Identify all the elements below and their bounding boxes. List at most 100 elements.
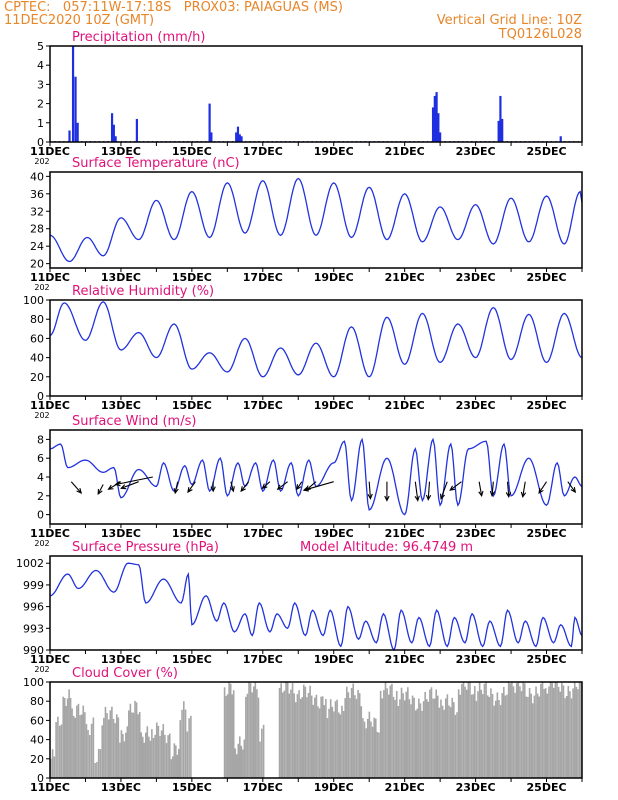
wind-y-tick-label: 8 — [37, 433, 44, 446]
temp-frame — [49, 171, 583, 269]
wind-vector-arrow — [277, 481, 288, 490]
cloud-cover-bar — [261, 728, 263, 778]
cloud-cover-bar — [394, 699, 396, 778]
cloud-cover-bar — [94, 763, 96, 778]
cloud-cover-bar — [339, 714, 342, 778]
cloud-cover-bar — [344, 698, 346, 778]
rh-year-label: 202 — [34, 411, 49, 420]
wind-vector-arrow — [174, 481, 179, 494]
rh-series-line — [49, 301, 583, 378]
wind-vector-arrowhead — [414, 495, 420, 502]
cloud-cover-bar — [506, 694, 508, 778]
cloud-cover-bar — [173, 743, 176, 778]
cloud-cover-bar — [528, 688, 531, 778]
cloud-cover-bar — [87, 730, 89, 778]
cloud-cover-bar — [370, 721, 372, 778]
cloud-cover-bar — [527, 696, 529, 778]
precip-bar — [112, 124, 115, 142]
cloud-cover-bar — [299, 698, 302, 778]
cloud-cover-bar — [307, 692, 310, 778]
wind-vector-arrowhead — [489, 490, 496, 498]
press-y-tick-label: 1002 — [16, 557, 44, 570]
cloud-cover-bar — [446, 694, 449, 778]
cloud-cover-bar — [122, 734, 124, 778]
cloud-cover-bar — [286, 682, 289, 778]
temp-panel: Surface Temperature (nC) 20 24 28 32 36 40 11DE… — [30, 156, 583, 292]
cloud-cover-bar — [501, 693, 503, 778]
rh-frame — [49, 299, 583, 397]
wind-x-tick-label: 19DEC — [314, 527, 354, 540]
precip-bar — [497, 120, 500, 142]
cloud-cover-bar — [176, 754, 179, 778]
cloud-cover-bar — [503, 686, 505, 778]
cloud-cover-bar — [296, 694, 299, 778]
cloud-cover-bar — [242, 749, 244, 778]
cloud-cover-bar — [414, 710, 417, 778]
cloud-cover-bar — [419, 703, 422, 778]
temp-x-tick-label: 21DEC — [385, 271, 425, 284]
cloud-cover-bar — [69, 697, 72, 778]
temp-x-tick-label: 11DEC — [30, 271, 70, 284]
cloud-cover-bar — [306, 697, 308, 778]
wind-vector-arrow — [567, 481, 576, 493]
cloud-cover-bar — [96, 761, 98, 778]
rh-y-tick-label: 40 — [30, 352, 44, 365]
temp-x-tick-label: 25DEC — [527, 271, 567, 284]
cloud-cover-bar — [418, 698, 420, 778]
cloud-cover-bar — [63, 698, 66, 778]
cloud-cover-bar — [493, 705, 495, 778]
press-y-tick-label: 990 — [23, 644, 44, 657]
cloud-cover-bar — [578, 682, 581, 778]
cloud-cover-bar — [411, 695, 414, 778]
press-x-tick-label: 23DEC — [456, 653, 496, 666]
cloud-cover-bar — [465, 689, 468, 778]
cloud-cover-bar — [141, 736, 144, 778]
cloud-cover-bar — [371, 726, 374, 778]
cloud-cover-bar — [259, 741, 261, 778]
cloud-cover-bar — [522, 682, 524, 778]
cloud-cover-bar — [436, 695, 439, 778]
wind-vector-arrowhead — [261, 483, 268, 490]
cloud-cover-bar — [554, 682, 557, 778]
cloud-cover-bar — [403, 700, 406, 778]
temp-x-tick-label: 15DEC — [172, 271, 212, 284]
cloud-cover-bar — [318, 708, 321, 778]
wind-vector-arrow — [491, 481, 494, 496]
cloud-cover-bar — [298, 690, 300, 778]
cloud-cover-bar — [312, 704, 315, 778]
cloud-cover-bar — [391, 683, 393, 778]
cloud-cover-bar — [103, 717, 105, 778]
cloud-cover-bar — [125, 732, 127, 778]
wind-panel: Surface Wind (m/s) 0 2 4 6 8 11DEC 13DEC 15DEC 17… — [30, 414, 583, 548]
precip-y-tick-label: 4 — [37, 59, 44, 72]
cloud-cover-bar — [365, 728, 367, 778]
cloud-cover-bar — [167, 735, 169, 778]
rh-x-tick-label: 13DEC — [101, 399, 141, 412]
cloud-cover-bar — [363, 721, 366, 778]
wind-vector-arrow — [262, 481, 271, 489]
cloud-cover-bar — [165, 743, 168, 778]
cloud-x-tick-label: 21DEC — [385, 781, 425, 794]
cloud-cover-bar — [478, 682, 481, 778]
wind-vector-arrowhead — [538, 487, 544, 495]
temp-y-tick-label: 28 — [30, 223, 44, 236]
cloud-cover-bar — [223, 687, 226, 778]
cloud-cover-bar — [285, 682, 287, 778]
cloud-cover-bar — [457, 689, 460, 778]
wind-vector-arrowhead — [449, 485, 456, 491]
cloud-cover-bar — [358, 693, 361, 778]
cloud-cover-bar — [53, 756, 56, 778]
rh-x-tick-label: 17DEC — [243, 399, 283, 412]
temp-series-line — [49, 177, 583, 263]
cloud-cover-bar — [525, 696, 528, 778]
cloud-cover-bar — [257, 697, 260, 778]
cloud-y-tick-label: 20 — [30, 753, 44, 766]
precip-title: Precipitation (mm/h) — [72, 30, 205, 45]
cloud-cover-bar — [323, 705, 326, 778]
cloud-x-tick-label: 25DEC — [527, 781, 567, 794]
wind-vector-arrow — [97, 484, 104, 495]
cloud-cover-bar — [557, 686, 560, 778]
cloud-cover-bar — [427, 701, 430, 778]
rh-x-tick-label: 23DEC — [456, 399, 496, 412]
cloud-cover-bar — [84, 712, 86, 778]
